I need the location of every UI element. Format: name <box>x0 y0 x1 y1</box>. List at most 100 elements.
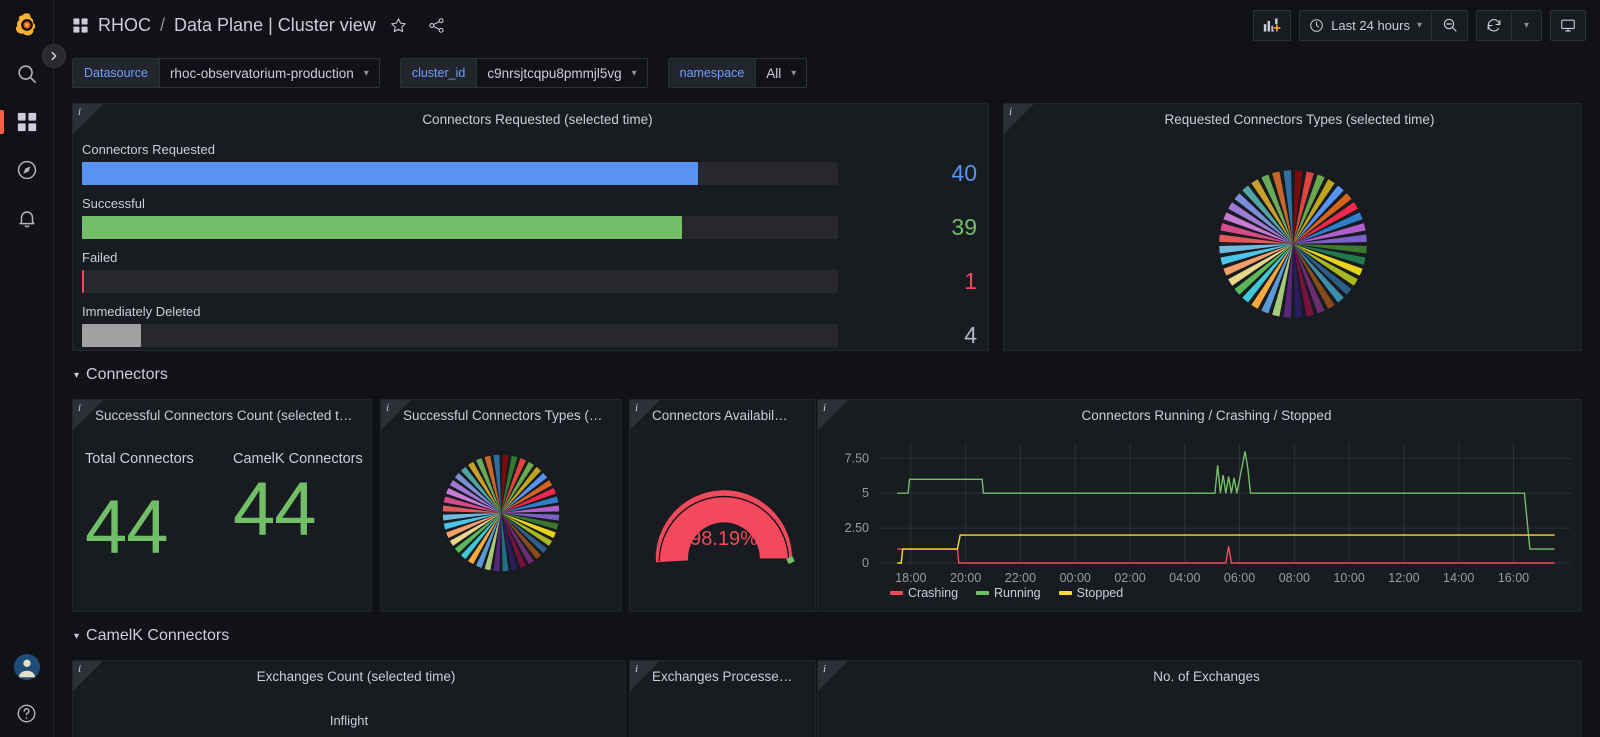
pie-slice[interactable] <box>460 466 501 513</box>
search-icon[interactable] <box>0 50 54 98</box>
pie-slice[interactable] <box>1241 185 1293 244</box>
pie-slice[interactable] <box>1292 223 1366 244</box>
pie-slice[interactable] <box>1241 244 1293 303</box>
row-header-connectors[interactable]: ▾ Connectors <box>74 366 168 384</box>
pie-slice[interactable] <box>449 513 501 546</box>
legend-item-running[interactable]: Running <box>976 586 1041 600</box>
stat-camelk-connectors[interactable]: CamelK Connectors 44 <box>233 450 363 548</box>
pie-slice[interactable] <box>1292 244 1325 314</box>
pie-slice[interactable] <box>493 513 501 572</box>
pie-slice[interactable] <box>1292 244 1366 265</box>
pie-slice[interactable] <box>501 513 559 530</box>
sidebar-item-explore[interactable] <box>0 146 54 194</box>
breadcrumb-folder[interactable]: RHOC <box>98 14 151 35</box>
share-icon[interactable] <box>428 17 445 34</box>
tv-mode-button[interactable] <box>1550 9 1586 41</box>
legend-item-stopped[interactable]: Stopped <box>1058 586 1123 600</box>
pie-slice[interactable] <box>1292 244 1351 295</box>
panel-description-icon[interactable]: i <box>78 402 82 414</box>
pie-slice[interactable] <box>501 488 556 513</box>
refresh-interval-picker[interactable]: ▾ <box>1512 9 1542 41</box>
pie-slice[interactable] <box>1292 185 1344 244</box>
pie-slice[interactable] <box>1227 244 1293 286</box>
pie-slice[interactable] <box>443 513 501 530</box>
pie-slice[interactable] <box>501 466 542 513</box>
pie-slice[interactable] <box>1292 244 1314 317</box>
panel-description-icon[interactable]: i <box>78 663 82 675</box>
pie-slice[interactable] <box>1250 244 1293 309</box>
pie-slice[interactable] <box>501 513 553 546</box>
pie-slice[interactable] <box>1250 179 1293 244</box>
add-panel-button[interactable] <box>1253 9 1292 41</box>
panel-description-icon[interactable]: i <box>1009 106 1013 118</box>
panel-description-icon[interactable]: i <box>823 663 827 675</box>
pie-slice[interactable] <box>1292 202 1358 244</box>
panel-description-icon[interactable]: i <box>386 402 390 414</box>
pie-slice[interactable] <box>1227 202 1293 244</box>
pie-slice[interactable] <box>1282 170 1293 244</box>
gauge-connectors-availability[interactable]: 98.19% <box>639 434 809 579</box>
pie-slice[interactable] <box>1292 244 1344 303</box>
pie-slice[interactable] <box>1292 244 1303 318</box>
pie-slice[interactable] <box>1234 193 1293 244</box>
pie-slice[interactable] <box>501 513 509 572</box>
panel-description-icon[interactable]: i <box>78 106 82 118</box>
pie-slice[interactable] <box>1234 244 1293 295</box>
pie-chart-successful-types[interactable] <box>430 442 572 584</box>
pie-slice[interactable] <box>446 488 501 513</box>
pie-slice[interactable] <box>468 513 501 565</box>
pie-slice[interactable] <box>501 480 553 513</box>
pie-slice[interactable] <box>1218 244 1293 254</box>
panel-description-icon[interactable]: i <box>635 402 639 414</box>
sidebar-item-dashboards[interactable] <box>0 98 54 146</box>
series-line-stopped[interactable] <box>897 534 1555 564</box>
pie-slice[interactable] <box>501 513 542 560</box>
grafana-logo-icon[interactable] <box>0 0 54 50</box>
pie-slice[interactable] <box>501 461 534 513</box>
pie-slice[interactable] <box>468 461 501 513</box>
legend-item-crashing[interactable]: Crashing <box>890 586 958 600</box>
zoom-out-time-button[interactable] <box>1432 9 1468 41</box>
row-header-camelk-connectors[interactable]: ▾ CamelK Connectors <box>74 627 229 645</box>
pie-slice[interactable] <box>501 455 518 513</box>
pie-slice[interactable] <box>493 454 501 513</box>
refresh-button[interactable] <box>1476 9 1512 41</box>
pie-slice[interactable] <box>1222 244 1293 276</box>
pie-slice[interactable] <box>501 513 526 568</box>
pie-slice[interactable] <box>454 513 501 554</box>
pie-slice[interactable] <box>460 513 501 560</box>
pie-slice[interactable] <box>1292 179 1335 244</box>
pie-slice[interactable] <box>1219 244 1293 265</box>
pie-slice[interactable] <box>476 458 501 513</box>
pie-slice[interactable] <box>1260 174 1293 244</box>
pie-slice[interactable] <box>1292 193 1351 244</box>
variable-select-cluster-id[interactable]: c9nrsjtcqpu8pmmjl5vg ▾ <box>476 58 648 88</box>
pie-slice[interactable] <box>1292 244 1367 254</box>
pie-slice[interactable] <box>501 513 534 565</box>
pie-slice[interactable] <box>449 480 501 513</box>
pie-slice[interactable] <box>1260 244 1293 314</box>
star-icon[interactable] <box>390 17 407 34</box>
pie-slice[interactable] <box>1282 244 1293 318</box>
panel-description-icon[interactable]: i <box>823 402 827 414</box>
pie-slice[interactable] <box>442 513 501 521</box>
pie-slice[interactable] <box>501 513 556 538</box>
pie-slice[interactable] <box>501 513 560 521</box>
pie-slice[interactable] <box>501 454 509 513</box>
help-icon[interactable] <box>0 689 54 737</box>
pie-slice[interactable] <box>1218 234 1293 244</box>
stat-total-connectors[interactable]: Total Connectors 44 <box>85 450 215 566</box>
pie-slice[interactable] <box>501 505 560 513</box>
pie-slice[interactable] <box>484 455 501 513</box>
pie-slice[interactable] <box>1292 174 1325 244</box>
pie-slice[interactable] <box>501 472 548 513</box>
time-range-picker[interactable]: Last 24 hours ▾ <box>1299 9 1432 41</box>
pie-slice[interactable] <box>446 513 501 538</box>
pie-slice[interactable] <box>1292 171 1314 244</box>
pie-slice[interactable] <box>1292 234 1367 244</box>
pie-slice[interactable] <box>1271 171 1293 244</box>
series-line-running[interactable] <box>897 451 1555 550</box>
pie-slice[interactable] <box>484 513 501 571</box>
pie-slice[interactable] <box>501 458 526 513</box>
timeseries-plot[interactable]: 0 2.50 5 7.50 18:00 20:00 22:00 00:00 02:00 04:00… <box>818 435 1582 595</box>
